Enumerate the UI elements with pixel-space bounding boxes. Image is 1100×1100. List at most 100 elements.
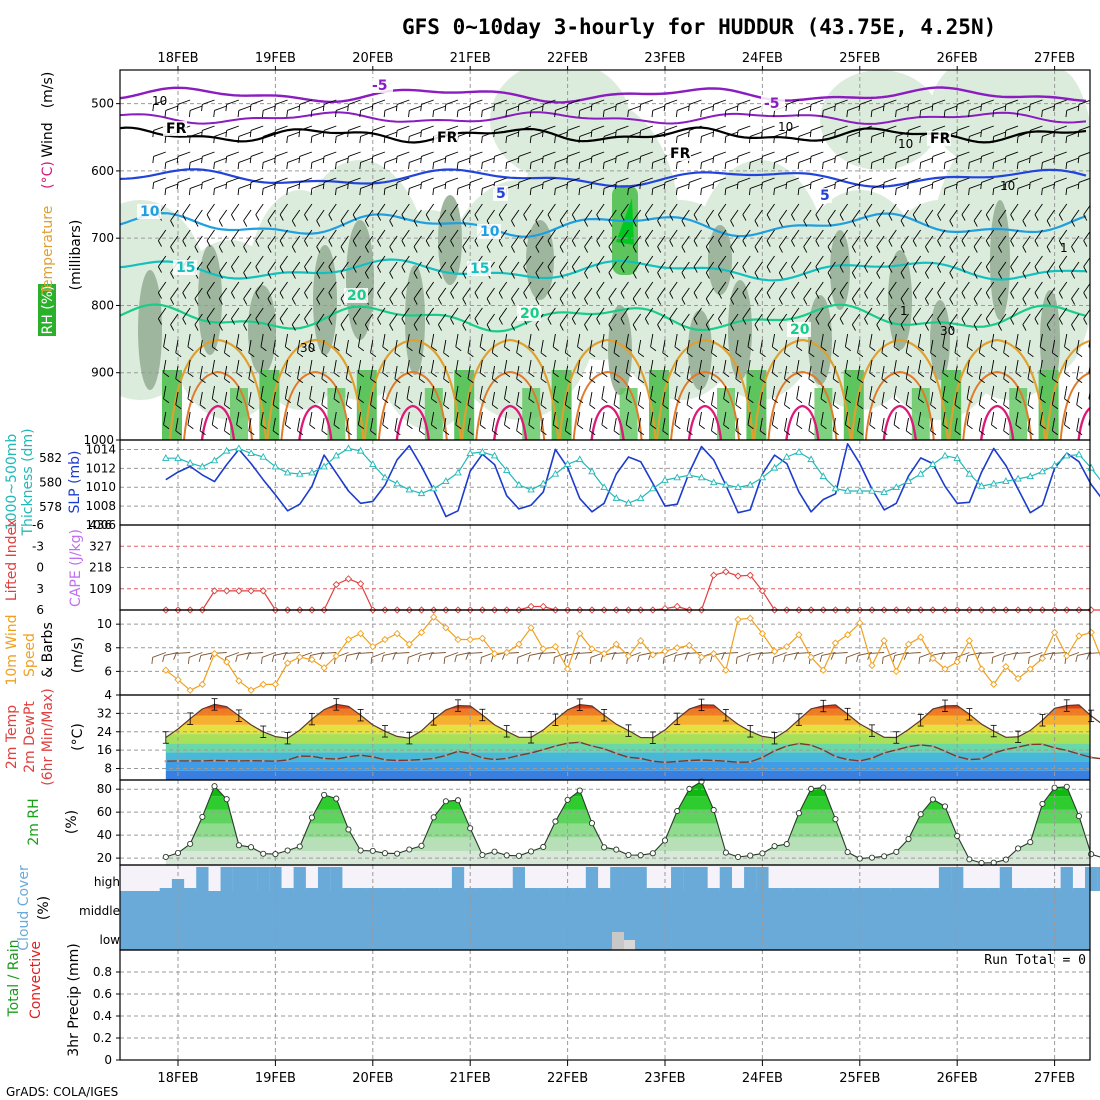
barb-feather	[876, 220, 881, 227]
barb-feather	[170, 220, 175, 227]
barb-staff	[1015, 359, 1019, 373]
barb-feather	[748, 136, 751, 144]
wind-barb	[535, 209, 544, 227]
barb-staff	[978, 391, 982, 405]
temp-band	[165, 770, 1090, 780]
wind-barb	[517, 177, 532, 190]
barb-feather	[688, 130, 690, 138]
wind-barb	[924, 261, 934, 279]
barb-staff	[523, 255, 532, 267]
high-cloud-bar	[220, 867, 233, 891]
wind-barb	[335, 131, 349, 144]
wind-barb	[834, 125, 848, 138]
wind-barb	[370, 417, 377, 436]
barb-feather	[231, 318, 236, 325]
wind-barb	[382, 359, 389, 378]
barb-staff	[236, 333, 240, 347]
barb-feather	[857, 430, 864, 436]
wind-barb	[773, 183, 787, 196]
barb-staff	[798, 131, 812, 137]
barb-feather	[443, 404, 450, 410]
barb-feather	[1016, 136, 1019, 144]
isotherm-30	[475, 370, 546, 440]
barb-staff	[820, 411, 824, 425]
barb-feather	[693, 266, 698, 273]
barb-staff	[883, 151, 897, 157]
wind-barb	[675, 131, 690, 144]
rh-contour-label: 30	[940, 324, 955, 338]
barb-staff	[686, 391, 690, 405]
barb-staff	[406, 385, 410, 399]
lifted-index-marker	[527, 602, 535, 611]
barb-feather	[608, 246, 613, 253]
isotherm-35	[298, 404, 333, 440]
wind-barb	[395, 177, 410, 190]
high-cloud-bar	[403, 888, 416, 891]
barb-staff	[900, 313, 909, 325]
barb-feather	[1022, 246, 1027, 253]
rh-green-area	[522, 388, 541, 440]
axis-title-wind: & Barbs	[40, 622, 56, 678]
barb-staff	[896, 157, 909, 163]
wind-barb	[467, 391, 474, 410]
wind-barb	[644, 281, 654, 299]
barb-staff	[382, 411, 386, 425]
high-cloud-bar	[549, 888, 562, 891]
wind-barb	[455, 411, 462, 430]
barb-feather	[900, 324, 905, 331]
wind-barb	[761, 125, 775, 138]
barb-staff	[857, 365, 861, 379]
date-label-top: 23FEB	[644, 51, 685, 66]
wind-barb-10m	[783, 652, 800, 663]
barb-staff	[664, 125, 678, 131]
wind-barb	[966, 359, 973, 378]
y-tick-label: 40	[97, 828, 112, 842]
barb-feather	[912, 266, 917, 273]
barb-feather	[371, 182, 374, 190]
barb-feather	[980, 182, 982, 190]
wind-barb	[523, 255, 532, 273]
barb-staff	[985, 281, 995, 293]
barb-feather	[529, 162, 532, 170]
barb-feather	[333, 424, 340, 430]
wind-barb	[924, 235, 934, 253]
wind-barb	[523, 229, 532, 247]
barb-feather	[820, 424, 827, 430]
wind-barb-10m	[261, 652, 276, 665]
wind-barb	[236, 359, 243, 378]
barb-staff	[287, 131, 300, 137]
barb-staff	[766, 281, 775, 293]
wind-barb	[577, 411, 584, 430]
barb-staff	[474, 281, 483, 293]
barb-feather	[187, 424, 194, 430]
barb-feather	[243, 220, 248, 227]
barb-staff	[445, 177, 459, 183]
rh-marker	[747, 852, 754, 859]
barb-staff	[272, 417, 276, 431]
barb-staff	[896, 105, 909, 111]
barb-staff	[883, 125, 897, 131]
dewpoint-dot	[359, 753, 362, 757]
wind-barb	[857, 391, 864, 410]
high-cloud-bar	[1097, 867, 1100, 891]
wind-barb	[406, 385, 413, 404]
dewpoint-dot	[310, 755, 314, 758]
barb-feather	[985, 318, 990, 325]
barb-feather	[589, 352, 596, 358]
barb-feather	[517, 156, 520, 164]
wind-barb	[888, 281, 897, 299]
wind-barb	[895, 183, 909, 196]
barb-feather	[151, 657, 154, 665]
rh-marker	[467, 825, 474, 832]
wind-barb	[632, 235, 642, 253]
rh-marker	[893, 848, 900, 855]
wind-barb	[985, 203, 995, 221]
barb-staff	[954, 391, 958, 405]
barb-staff	[808, 391, 812, 405]
rh-marker	[187, 840, 194, 847]
barb-feather	[554, 110, 556, 118]
wind-barb	[710, 365, 718, 384]
wind-barb	[827, 235, 836, 253]
barb-staff	[920, 105, 934, 111]
barb-staff	[676, 131, 690, 137]
